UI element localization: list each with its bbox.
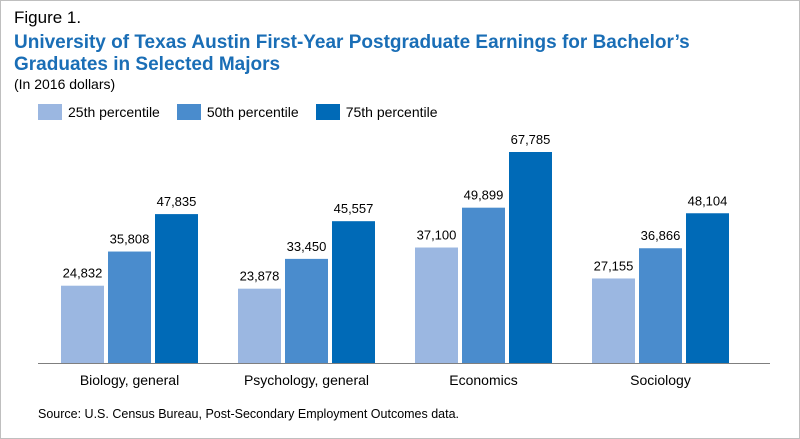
bar [155, 214, 198, 363]
bar [238, 288, 281, 363]
bar [509, 152, 552, 363]
bar [592, 278, 635, 363]
bar [61, 285, 104, 363]
legend-item-75th: 75th percentile [315, 104, 438, 120]
category-label: Economics [449, 372, 517, 388]
legend-swatch-50th [176, 104, 201, 120]
figure-label: Figure 1. [14, 8, 82, 27]
source-note: Source: U.S. Census Bureau, Post-Seconda… [38, 407, 460, 421]
bar [332, 221, 375, 363]
legend-swatch-75th [315, 104, 340, 120]
bar-value-label: 33,450 [287, 239, 327, 254]
bar [415, 247, 458, 363]
bar-value-label: 27,155 [594, 258, 634, 273]
bar-value-label: 24,832 [63, 266, 103, 281]
legend-label-50th: 50th percentile [206, 104, 299, 120]
bar-group: 24,832 35,808 47,835 Biology, general [61, 194, 198, 388]
bar-value-label: 37,100 [417, 228, 457, 243]
legend-label-75th: 75th percentile [345, 104, 438, 120]
bar-value-label: 36,866 [641, 228, 681, 243]
category-label: Sociology [630, 372, 691, 388]
bar-value-label: 45,557 [334, 201, 374, 216]
legend: 25th percentile 50th percentile 75th per… [38, 104, 455, 120]
bar-group: 27,155 36,866 48,104 Sociology [592, 193, 729, 388]
bar-value-label: 47,835 [157, 194, 197, 209]
chart-subtitle: (In 2016 dollars) [14, 76, 116, 92]
category-label: Biology, general [80, 372, 179, 388]
legend-swatch-25th [38, 104, 62, 120]
bar-value-label: 67,785 [511, 132, 551, 147]
chart-title: University of Texas Austin First-Year Po… [14, 32, 690, 75]
legend-item-25th: 25th percentile [38, 104, 160, 120]
bar-value-label: 48,104 [688, 193, 728, 208]
bar [285, 258, 328, 363]
bar-value-label: 35,808 [110, 232, 150, 247]
bar [108, 251, 151, 363]
bar [462, 207, 505, 363]
bar-group: 23,878 33,450 45,557 Psychology, general [238, 201, 375, 388]
bar [639, 248, 682, 363]
legend-item-50th: 50th percentile [176, 104, 299, 120]
bar-value-label: 23,878 [240, 269, 280, 284]
legend-label-25th: 25th percentile [68, 104, 160, 120]
bar [686, 213, 729, 363]
bar-value-label: 49,899 [464, 188, 504, 203]
bar-group: 37,100 49,899 67,785 Economics [415, 132, 552, 388]
category-label: Psychology, general [244, 372, 369, 388]
